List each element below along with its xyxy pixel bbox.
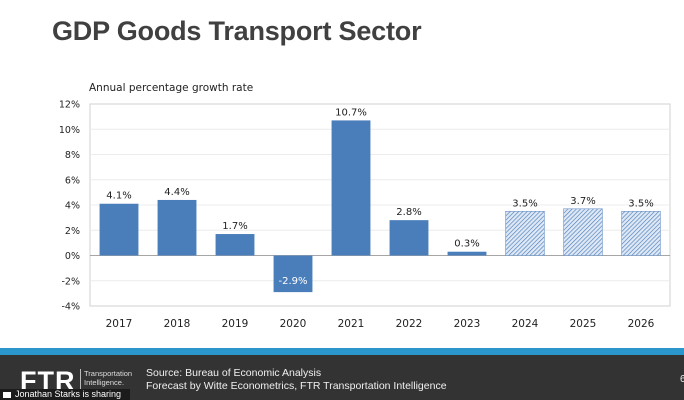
y-tick-label: 4% [65,201,80,212]
data-label: 4.1% [106,191,131,202]
y-tick-label: -4% [62,302,81,313]
x-tick-label: 2019 [222,318,249,330]
forecast-bar [505,211,545,256]
source-line-2: Forecast by Witte Econometrics, FTR Tran… [146,380,447,392]
chart-subtitle: Annual percentage growth rate [89,82,254,94]
y-tick-label: 10% [59,125,80,136]
x-tick-label: 2018 [164,318,191,330]
x-tick-label: 2024 [512,318,539,330]
source-line-1: Source: Bureau of Economic Analysis [146,367,322,379]
logo-divider [80,369,81,391]
slide-title: GDP Goods Transport Sector [52,16,422,46]
data-label: 0.3% [454,239,479,250]
bar [447,251,487,256]
screen-share-icon [3,391,11,398]
x-tick-label: 2020 [280,318,307,330]
logo-tagline: Transportation Intelligence. [84,369,132,387]
y-tick-label: 12% [59,100,80,111]
data-label: 3.5% [512,198,537,209]
screen-share-text: Jonathan Starks is sharing [15,389,122,399]
bar [389,220,429,256]
page-number: 6 [680,374,684,385]
x-tick-label: 2023 [454,318,481,330]
data-label: 2.8% [396,207,421,218]
data-label: 1.7% [222,221,247,232]
y-tick-label: -2% [62,276,81,287]
logo-tagline-1: Transportation [84,369,133,378]
y-tick-label: 6% [65,175,80,186]
x-tick-label: 2025 [570,318,597,330]
y-tick-label: 0% [65,251,80,262]
bar [157,199,197,256]
forecast-bar [621,211,661,256]
data-label: 3.7% [570,196,595,207]
bar-chart: 4.1% 4.4% 1.7% -2.9% 10.7% 2.8% 0.3% 3.5% 3.7% 3.… [59,100,671,330]
logo-tagline-2: Intelligence. [84,378,125,387]
forecast-bar [563,208,603,256]
data-label: 3.5% [628,198,653,209]
screen-share-notice[interactable]: Jonathan Starks is sharing [0,389,130,400]
bar [215,234,255,256]
x-tick-label: 2026 [628,318,655,330]
y-tick-label: 2% [65,226,80,237]
accent-stripe [0,348,684,355]
y-tick-label: 8% [65,150,80,161]
bar [99,203,139,256]
x-tick-label: 2017 [106,318,133,330]
x-tick-label: 2021 [338,318,365,330]
data-label: 10.7% [335,107,367,118]
data-label: 4.4% [164,187,189,198]
bar [331,120,371,256]
x-tick-label: 2022 [396,318,423,330]
bar [273,255,313,293]
data-label: -2.9% [278,276,307,287]
source-note: Source: Bureau of Economic Analysis Fore… [146,367,447,393]
